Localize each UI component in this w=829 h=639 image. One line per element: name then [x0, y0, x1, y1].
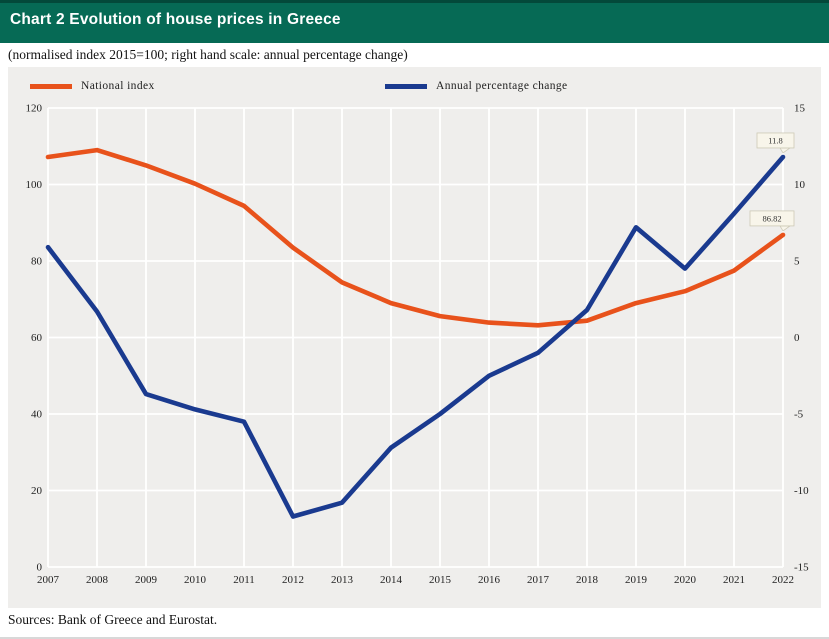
right-axis-tick-label: 10	[794, 179, 806, 191]
right-axis-tick-label: 0	[794, 332, 800, 344]
series-line-annual-percentage-change	[45, 154, 786, 519]
chart-title: Chart 2 Evolution of house prices in Gre…	[10, 11, 341, 28]
chart-panel: 0 20 40 60 80 100 120 15 10 5 0 -5 -10 -15 2007 2008 200…	[8, 67, 821, 608]
legend-item-annual-change: Annual percentage change	[385, 80, 568, 92]
chart-header-bar: Chart 2 Evolution of house prices in Gre…	[0, 0, 829, 43]
x-axis-year-label: 2021	[723, 574, 745, 586]
national-index-swatch	[30, 83, 72, 89]
left-axis-tick-label: 100	[26, 179, 43, 191]
data-label-box	[756, 132, 795, 149]
sources-note: Sources: Bank of Greece and Eurostat.	[8, 612, 218, 627]
x-axis-year-label: 2010	[184, 574, 207, 586]
right-axis-tick-label: 5	[794, 256, 800, 268]
x-axis-year-label: 2016	[478, 574, 501, 586]
right-axis-tick-label: -15	[794, 562, 809, 574]
x-axis-year-label: 2015	[429, 574, 452, 586]
data-label-value: 86.82	[762, 213, 781, 223]
right-axis-tick-label: 15	[794, 103, 806, 115]
right-axis-tick-label: -5	[794, 409, 804, 421]
left-axis-tick-label: 80	[31, 256, 43, 268]
x-axis-year-label: 2007	[37, 574, 60, 586]
chart-plot: 0 20 40 60 80 100 120 15 10 5 0 -5 -10 -15 2007 2008 200…	[26, 103, 810, 587]
data-label-value: 11.8	[768, 135, 783, 145]
x-axis-year-label: 2020	[674, 574, 697, 586]
x-axis-year-label: 2013	[331, 574, 354, 586]
callout-pointer	[779, 225, 792, 232]
left-axis-tick-label: 40	[31, 409, 43, 421]
x-axis-year-label: 2017	[527, 574, 550, 586]
x-axis-year-label: 2012	[282, 574, 304, 586]
legend-label: National index	[81, 80, 155, 92]
left-axis-tick-label: 0	[37, 562, 43, 574]
x-axis-year-label: 2022	[772, 574, 794, 586]
data-label-box	[749, 210, 795, 227]
left-axis-tick-label: 20	[31, 485, 43, 497]
legend-item-national-index: National index	[30, 80, 155, 92]
x-axis-year-label: 2008	[86, 574, 109, 586]
right-axis-tick-label: -10	[794, 485, 809, 497]
x-axis-year-label: 2014	[380, 574, 403, 586]
chart-subtitle: (normalised index 2015=100; right hand s…	[8, 47, 408, 62]
x-axis-year-label: 2011	[233, 574, 255, 586]
callout-pointer	[779, 147, 792, 154]
annual-change-swatch	[385, 83, 427, 89]
x-axis-year-label: 2019	[625, 574, 648, 586]
legend-label: Annual percentage change	[436, 80, 568, 92]
left-axis-tick-label: 60	[31, 332, 43, 344]
x-axis-year-label: 2009	[135, 574, 158, 586]
series-line-national-index	[45, 147, 786, 328]
x-axis-year-label: 2018	[576, 574, 599, 586]
left-axis-tick-label: 120	[26, 103, 43, 115]
